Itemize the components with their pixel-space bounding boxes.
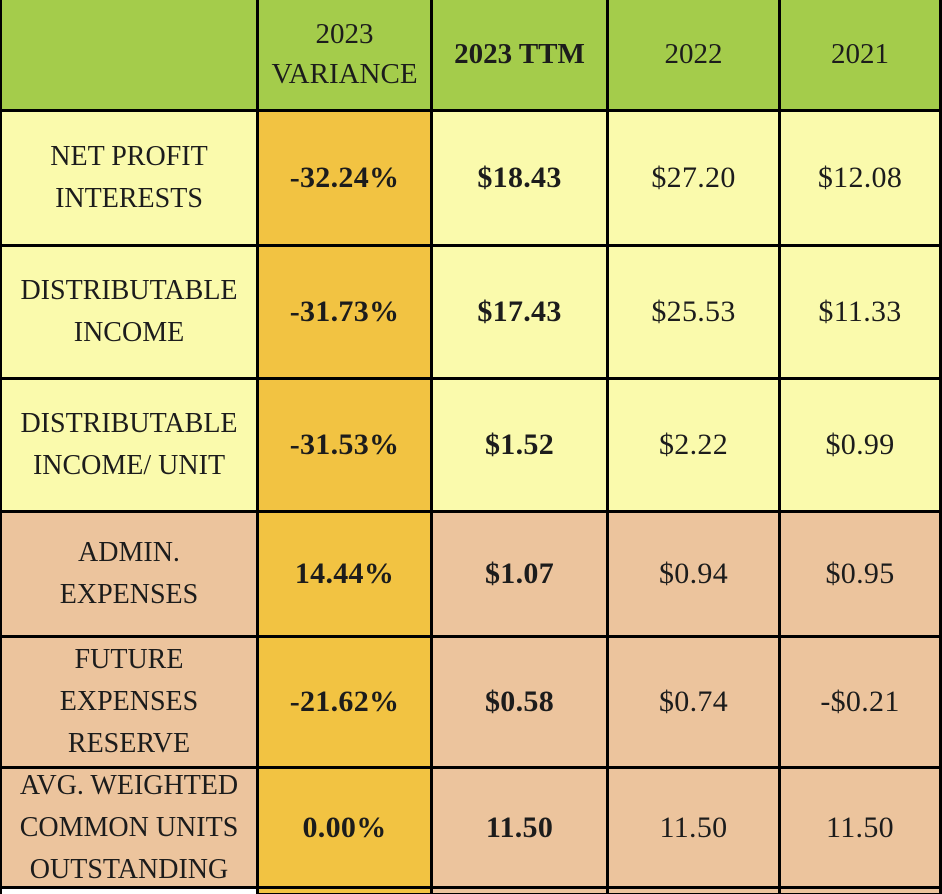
y2022-value-cell: $0.74 xyxy=(609,638,778,766)
ttm-value-cell: $1.52 xyxy=(433,380,606,510)
header-2023-ttm: 2023 TTM xyxy=(433,0,606,109)
y2022-value-cell: $25.53 xyxy=(609,247,778,377)
header-blank-cell xyxy=(2,0,256,109)
variance-cell: -31.73% xyxy=(259,247,430,377)
variance-cell: 0.00% xyxy=(259,769,430,886)
cutoff-row-variance-cell xyxy=(259,889,430,894)
header-2021: 2021 xyxy=(781,0,939,109)
ttm-value-cell: $17.43 xyxy=(433,247,606,377)
cutoff-row-y2022-cell xyxy=(609,889,778,894)
cutoff-row-label-cell xyxy=(2,889,256,894)
variance-cell: 14.44% xyxy=(259,513,430,635)
y2021-value-cell: 11.50 xyxy=(781,769,939,886)
variance-cell: -21.62% xyxy=(259,638,430,766)
row-label-distributable-income-unit: DISTRIBUTABLE INCOME/ UNIT xyxy=(2,380,256,510)
y2021-value-cell: $0.95 xyxy=(781,513,939,635)
y2022-value-cell: 11.50 xyxy=(609,769,778,886)
y2022-value-cell: $2.22 xyxy=(609,380,778,510)
variance-cell: -32.24% xyxy=(259,112,430,244)
cutoff-row-y2021-cell xyxy=(781,889,939,894)
variance-cell: -31.53% xyxy=(259,380,430,510)
y2022-value-cell: $0.94 xyxy=(609,513,778,635)
ttm-value-cell: $0.58 xyxy=(433,638,606,766)
y2022-value-cell: $27.20 xyxy=(609,112,778,244)
row-label-admin-expenses: ADMIN. EXPENSES xyxy=(2,513,256,635)
header-2022: 2022 xyxy=(609,0,778,109)
ttm-value-cell: $1.07 xyxy=(433,513,606,635)
ttm-value-cell: 11.50 xyxy=(433,769,606,886)
row-label-distributable-income: DISTRIBUTABLE INCOME xyxy=(2,247,256,377)
y2021-value-cell: $0.99 xyxy=(781,380,939,510)
y2021-value-cell: $11.33 xyxy=(781,247,939,377)
cutoff-row-ttm-cell xyxy=(433,889,606,894)
row-label-future-expenses-reserve: FUTURE EXPENSES RESERVE xyxy=(2,638,256,766)
row-label-net-profit-interests: NET PROFIT INTERESTS xyxy=(2,112,256,244)
y2021-value-cell: $12.08 xyxy=(781,112,939,244)
header-2023-variance: 2023 VARIANCE xyxy=(259,0,430,109)
row-label-avg-weighted-common-units: AVG. WEIGHTED COMMON UNITS OUTSTANDING xyxy=(2,769,256,886)
y2021-value-cell: -$0.21 xyxy=(781,638,939,766)
ttm-value-cell: $18.43 xyxy=(433,112,606,244)
